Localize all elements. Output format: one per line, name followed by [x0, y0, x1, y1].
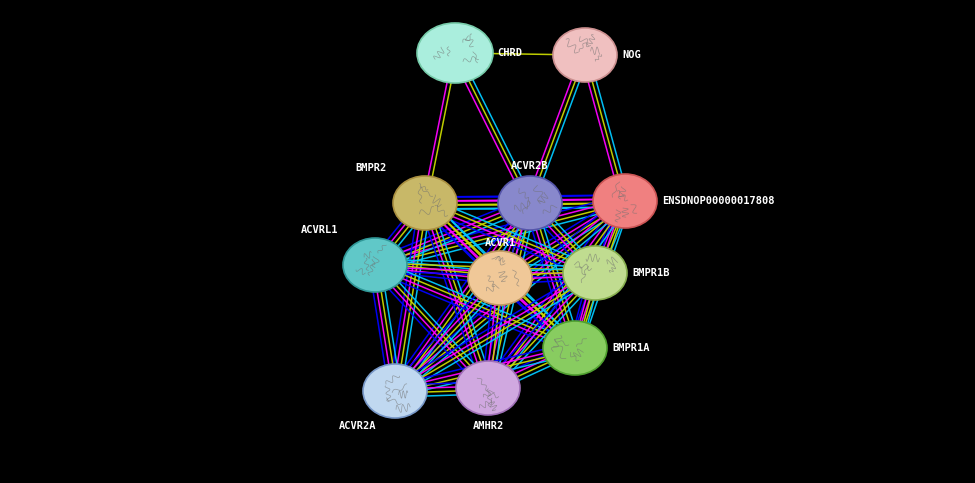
Text: ACVRL1: ACVRL1: [300, 225, 338, 235]
Text: BMPR1A: BMPR1A: [612, 343, 649, 353]
Ellipse shape: [456, 361, 520, 415]
Ellipse shape: [563, 246, 627, 300]
Ellipse shape: [393, 176, 457, 230]
Text: ACVR2B: ACVR2B: [511, 161, 549, 171]
Ellipse shape: [553, 28, 617, 82]
Ellipse shape: [363, 364, 427, 418]
Text: NOG: NOG: [622, 50, 641, 60]
Text: BMPR2: BMPR2: [356, 163, 387, 173]
Text: BMPR1B: BMPR1B: [632, 268, 670, 278]
Ellipse shape: [543, 321, 607, 375]
Text: ENSDNOP00000017808: ENSDNOP00000017808: [662, 196, 774, 206]
Ellipse shape: [417, 23, 493, 83]
Text: ACVR1: ACVR1: [485, 238, 516, 248]
Ellipse shape: [498, 176, 562, 230]
Ellipse shape: [468, 251, 532, 305]
Text: AMHR2: AMHR2: [472, 421, 504, 431]
Text: ACVR2A: ACVR2A: [339, 421, 376, 431]
Ellipse shape: [593, 174, 657, 228]
Text: CHRD: CHRD: [497, 48, 522, 58]
Ellipse shape: [343, 238, 407, 292]
